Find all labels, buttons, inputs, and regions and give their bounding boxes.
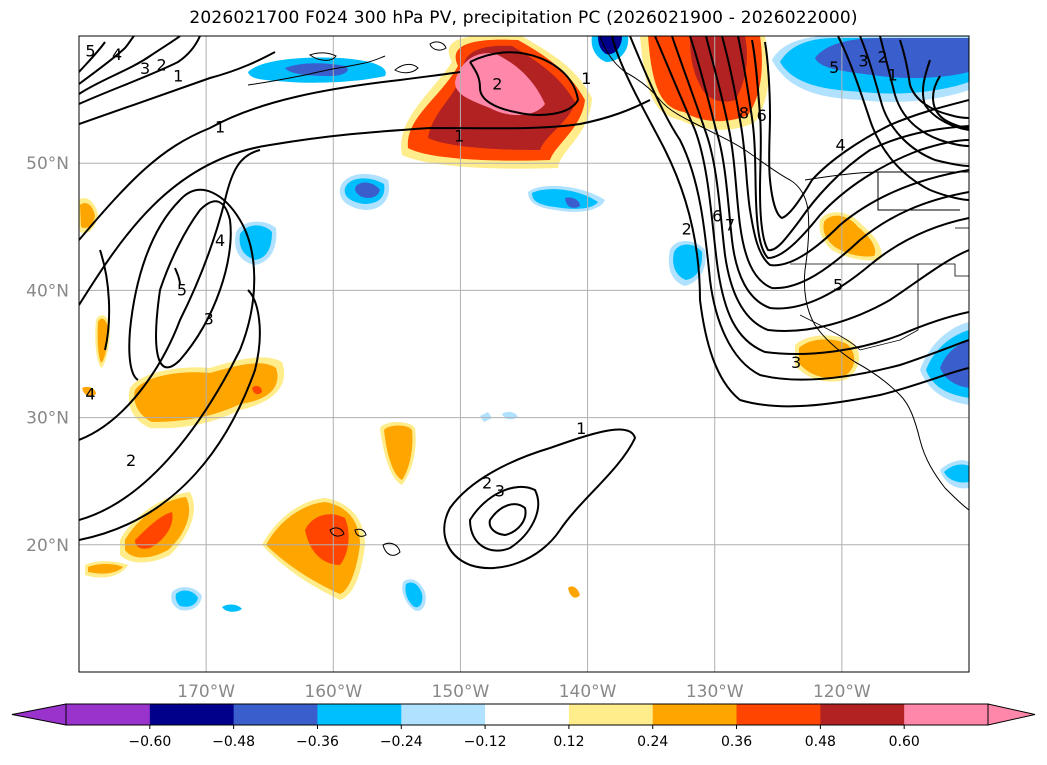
lat-label-0: 50°N — [26, 154, 69, 174]
colorbar-label-9: 0.60 — [889, 734, 920, 750]
colorbar-segment-2 — [233, 704, 318, 725]
contour-label-2: 3 — [140, 59, 150, 78]
contour-label-7: 5 — [177, 280, 187, 299]
contour-label-3: 2 — [157, 55, 167, 74]
contour-label-10: 4 — [85, 385, 95, 404]
contour-label-25: 3 — [791, 353, 801, 372]
colorbar-segment-6 — [568, 704, 654, 725]
colorbar-label-1: −0.48 — [212, 734, 255, 750]
map-frame — [78, 35, 970, 673]
colorbar-segment-4 — [401, 704, 486, 725]
colorbar-extend-high — [987, 703, 1036, 726]
contour-label-8: 3 — [204, 310, 214, 329]
pv-contours — [79, 36, 969, 570]
coastlines — [247, 36, 969, 556]
contour-label-28: 3 — [495, 481, 505, 500]
colorbar-extend-low — [11, 703, 67, 726]
contour-label-0: 5 — [85, 41, 95, 60]
contour-label-20: 3 — [858, 51, 868, 70]
colorbar-segment-5 — [485, 704, 570, 725]
colorbar-segment-7 — [652, 704, 738, 725]
contour-label-17: 2 — [682, 219, 692, 238]
longitude-labels: 170°W 160°W 150°W 140°W 130°W 120°W — [177, 682, 871, 702]
lat-label-1: 40°N — [26, 281, 69, 301]
lat-label-2: 30°N — [26, 409, 69, 429]
colorbar-label-5: 0.12 — [553, 734, 584, 750]
lon-label-3: 140°W — [559, 682, 617, 702]
contour-label-14: 8 — [739, 104, 749, 123]
contour-label-13: 1 — [581, 69, 591, 88]
colorbar-segment-3 — [317, 704, 402, 725]
map-title: 2026021700 F024 300 hPa PV, precipitatio… — [189, 8, 858, 28]
latitude-labels: 50°N 40°N 30°N 20°N — [26, 154, 69, 556]
contour-label-4: 1 — [173, 67, 183, 86]
contour-label-16: 6 — [712, 207, 722, 226]
contour-label-21: 2 — [877, 48, 887, 67]
colorbar-label-3: −0.24 — [380, 734, 423, 750]
contour-label-1: 4 — [112, 45, 122, 64]
colorbar-segment-9 — [820, 704, 905, 725]
lon-label-1: 160°W — [304, 682, 362, 702]
contour-label-12: 1 — [454, 126, 464, 145]
colorbar-segment-0 — [66, 704, 151, 725]
contour-label-15: 6 — [757, 106, 767, 125]
colorbar-label-0: −0.60 — [128, 734, 171, 750]
colorbar-label-2: −0.36 — [296, 734, 339, 750]
contour-label-6: 4 — [215, 231, 225, 250]
colorbar-segment-1 — [149, 704, 235, 725]
contour-label-23: 4 — [835, 135, 845, 154]
colorbar-label-7: 0.36 — [721, 734, 752, 750]
contour-label-5: 1 — [215, 118, 225, 137]
contour-label-18: 7 — [725, 216, 735, 235]
lon-label-2: 150°W — [432, 682, 490, 702]
colorbar-label-6: 0.24 — [637, 734, 668, 750]
colorbar-segment-8 — [736, 704, 821, 725]
colorbar-label-8: 0.48 — [805, 734, 836, 750]
contour-label-24: 5 — [833, 275, 843, 294]
contour-label-22: 1 — [888, 65, 898, 84]
contour-label-19: 5 — [829, 58, 839, 77]
contour-label-26: 1 — [576, 419, 586, 438]
lon-label-4: 130°W — [686, 682, 744, 702]
contour-label-27: 2 — [482, 474, 492, 493]
colorbar-label-4: −0.12 — [464, 734, 507, 750]
gridlines — [79, 36, 969, 672]
lat-label-3: 20°N — [26, 536, 69, 556]
lon-label-5: 120°W — [813, 682, 871, 702]
contour-label-9: 2 — [126, 451, 136, 470]
contour-label-11: 2 — [492, 74, 502, 93]
colorbar-segment-10 — [904, 704, 989, 725]
colorbar: −0.60 −0.48 −0.36 −0.24 −0.12 0.12 0.24 0.36 0.4… — [11, 703, 1036, 750]
lon-label-0: 170°W — [177, 682, 235, 702]
